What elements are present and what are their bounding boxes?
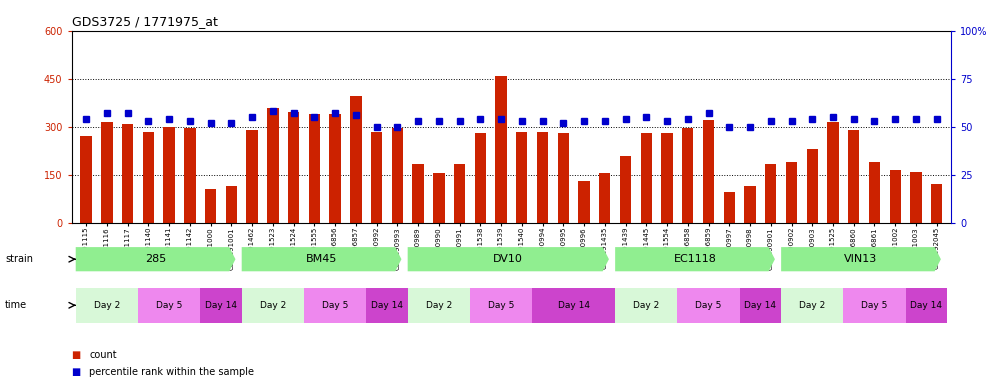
Bar xyxy=(288,113,299,223)
Bar xyxy=(661,133,673,223)
Text: 285: 285 xyxy=(145,254,166,264)
Text: Day 5: Day 5 xyxy=(322,301,348,310)
Bar xyxy=(537,131,549,223)
Bar xyxy=(558,133,569,223)
Text: DV10: DV10 xyxy=(493,254,523,264)
Bar xyxy=(516,131,528,223)
Bar xyxy=(371,131,383,223)
FancyArrow shape xyxy=(76,247,236,271)
FancyArrow shape xyxy=(242,247,402,271)
Bar xyxy=(76,288,138,323)
Bar xyxy=(827,122,839,223)
Bar xyxy=(474,133,486,223)
Bar xyxy=(433,173,444,223)
Bar xyxy=(308,114,320,223)
Bar xyxy=(599,173,610,223)
Bar xyxy=(724,192,735,223)
Bar xyxy=(267,108,278,223)
Bar xyxy=(184,128,196,223)
Bar xyxy=(740,288,781,323)
Text: time: time xyxy=(5,300,27,310)
Text: percentile rank within the sample: percentile rank within the sample xyxy=(89,367,254,377)
Bar xyxy=(911,172,921,223)
Text: Day 2: Day 2 xyxy=(799,301,825,310)
Bar xyxy=(350,96,362,223)
Text: Day 2: Day 2 xyxy=(93,301,120,310)
Bar xyxy=(495,76,507,223)
Text: Day 5: Day 5 xyxy=(488,301,514,310)
Text: Day 14: Day 14 xyxy=(745,301,776,310)
Bar xyxy=(247,130,257,223)
Bar xyxy=(200,288,242,323)
Bar xyxy=(470,288,532,323)
Bar xyxy=(408,288,470,323)
Bar xyxy=(329,114,341,223)
Bar xyxy=(620,156,631,223)
Bar xyxy=(142,131,154,223)
Bar xyxy=(765,164,776,223)
Text: Day 14: Day 14 xyxy=(205,301,237,310)
Text: strain: strain xyxy=(5,254,33,264)
Bar xyxy=(682,128,694,223)
Bar xyxy=(205,189,217,223)
Bar xyxy=(226,186,237,223)
Bar xyxy=(931,184,942,223)
Text: Day 5: Day 5 xyxy=(862,301,888,310)
Bar xyxy=(413,164,423,223)
Text: GDS3725 / 1771975_at: GDS3725 / 1771975_at xyxy=(72,15,218,28)
Bar xyxy=(392,128,403,223)
Text: ■: ■ xyxy=(72,350,81,360)
Bar xyxy=(677,288,740,323)
Text: VIN13: VIN13 xyxy=(844,254,878,264)
Bar xyxy=(579,181,589,223)
Bar xyxy=(781,288,843,323)
Bar xyxy=(615,288,677,323)
Text: count: count xyxy=(89,350,117,360)
Text: EC1118: EC1118 xyxy=(674,254,717,264)
Text: Day 2: Day 2 xyxy=(633,301,659,310)
Bar xyxy=(848,130,860,223)
Bar xyxy=(532,288,615,323)
Text: ■: ■ xyxy=(72,367,81,377)
Text: Day 14: Day 14 xyxy=(371,301,403,310)
Bar xyxy=(786,162,797,223)
Text: Day 5: Day 5 xyxy=(156,301,182,310)
Bar xyxy=(906,288,947,323)
Text: BM45: BM45 xyxy=(306,254,337,264)
Bar xyxy=(890,170,901,223)
Text: Day 14: Day 14 xyxy=(911,301,942,310)
Bar xyxy=(703,120,715,223)
Bar xyxy=(81,136,91,223)
Bar xyxy=(454,164,465,223)
Bar xyxy=(366,288,408,323)
Text: Day 2: Day 2 xyxy=(259,301,286,310)
Text: Day 14: Day 14 xyxy=(558,301,589,310)
Bar xyxy=(122,124,133,223)
Bar xyxy=(304,288,366,323)
Bar xyxy=(745,186,755,223)
Bar xyxy=(163,127,175,223)
Bar xyxy=(806,149,818,223)
Bar xyxy=(843,288,906,323)
FancyArrow shape xyxy=(781,247,941,271)
Bar xyxy=(869,162,881,223)
FancyArrow shape xyxy=(615,247,775,271)
Bar xyxy=(138,288,200,323)
Bar xyxy=(640,133,652,223)
Text: Day 5: Day 5 xyxy=(696,301,722,310)
Bar xyxy=(242,288,304,323)
FancyArrow shape xyxy=(408,247,609,271)
Text: Day 2: Day 2 xyxy=(425,301,452,310)
Bar xyxy=(101,122,112,223)
